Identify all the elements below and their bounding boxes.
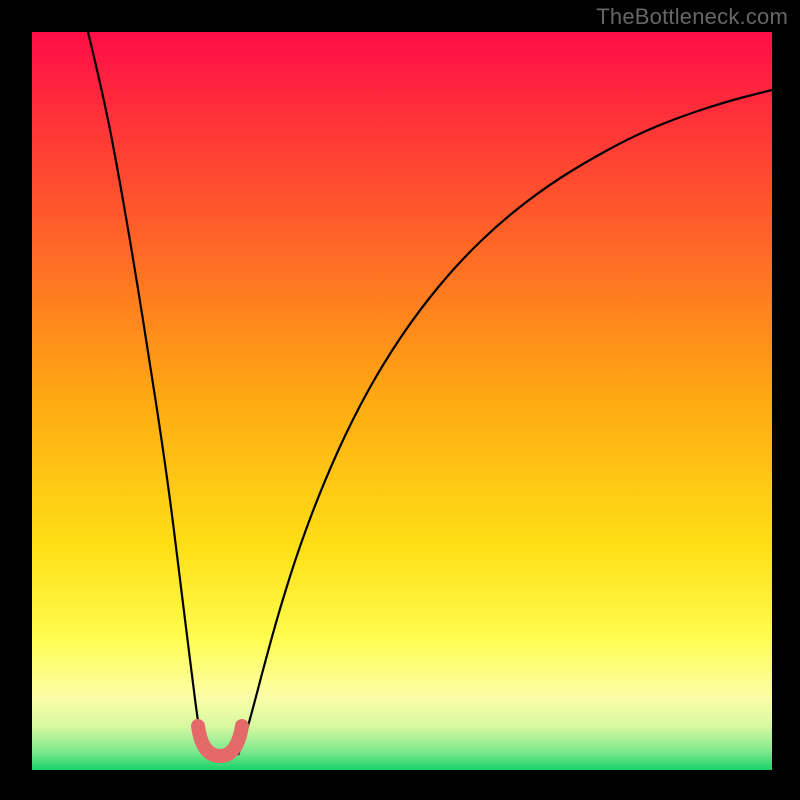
minimum-marker (198, 726, 242, 756)
chart-svg (32, 32, 772, 770)
chart-frame: TheBottleneck.com (0, 0, 800, 800)
curve-right (238, 90, 772, 755)
watermark-text: TheBottleneck.com (596, 4, 788, 30)
curve-left (88, 32, 206, 755)
plot-area (32, 32, 772, 770)
